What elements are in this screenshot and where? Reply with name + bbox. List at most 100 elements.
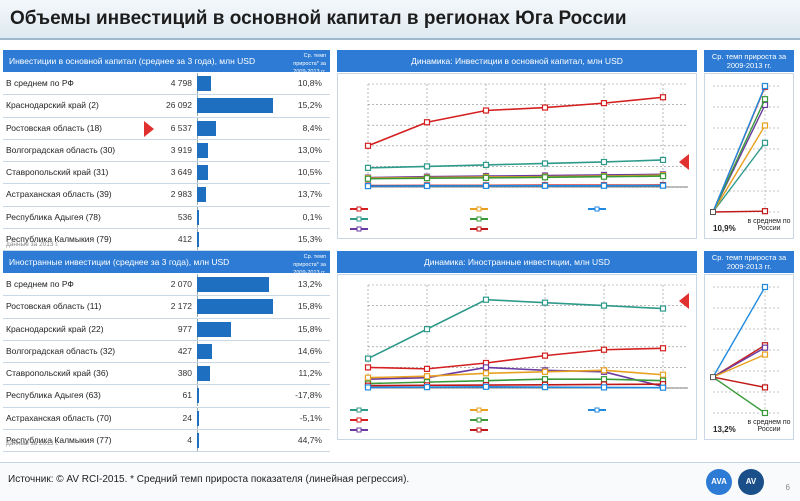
row-value: 427 bbox=[178, 346, 192, 356]
series-line bbox=[368, 384, 663, 385]
value-bar bbox=[197, 232, 199, 247]
legend-swatch-marker bbox=[357, 418, 361, 422]
top-growth-frame: 10,9% в среднем по России bbox=[704, 73, 794, 239]
value-bar bbox=[197, 165, 208, 180]
ava-logo: AVA bbox=[706, 469, 732, 495]
growth-line bbox=[713, 126, 765, 212]
page-title: Объемы инвестиций в основной капитал в р… bbox=[10, 8, 627, 30]
footer: Источник: © AV RCI-2015. * Средний темп … bbox=[0, 462, 800, 501]
legend-swatch-marker bbox=[595, 408, 599, 412]
av-logo: AV bbox=[738, 469, 764, 495]
value-bar bbox=[197, 433, 199, 448]
growth-line bbox=[713, 211, 765, 212]
value-bar bbox=[197, 388, 199, 403]
row-value: 2 172 bbox=[171, 301, 192, 311]
growth-point bbox=[763, 285, 768, 290]
data-point bbox=[366, 184, 371, 189]
row-label: Республика Адыгея (63) bbox=[6, 390, 101, 400]
data-point bbox=[543, 369, 548, 374]
row-growth: 15,8% bbox=[298, 301, 322, 311]
legend-swatch-marker bbox=[595, 207, 599, 211]
data-point bbox=[366, 176, 371, 181]
data-point bbox=[425, 176, 430, 181]
row-value: 2 983 bbox=[171, 189, 192, 199]
bottom-growth-chart bbox=[705, 275, 793, 439]
row-label: Республика Адыгея (78) bbox=[6, 212, 101, 222]
data-point bbox=[661, 95, 666, 100]
data-point bbox=[661, 306, 666, 311]
data-point bbox=[425, 327, 430, 332]
row-growth: -5,1% bbox=[300, 413, 322, 423]
legend-swatch-marker bbox=[477, 418, 481, 422]
title-bar: Объемы инвестиций в основной капитал в р… bbox=[0, 0, 800, 40]
row-value: 4 bbox=[187, 435, 192, 445]
legend-swatch-marker bbox=[477, 428, 481, 432]
bottom-dynamics-chart bbox=[338, 275, 696, 439]
table-row: Астраханская область (70)24-5,1% bbox=[3, 408, 330, 430]
bottom-growth-frame: 13,2% в среднем по России bbox=[704, 274, 794, 440]
data-point bbox=[543, 175, 548, 180]
legend-swatch-marker bbox=[477, 408, 481, 412]
growth-point bbox=[763, 345, 768, 350]
data-point bbox=[543, 183, 548, 188]
data-point bbox=[543, 161, 548, 166]
row-value: 536 bbox=[178, 212, 192, 222]
bottom-dynamics-header: Динамика: Иностранные инвестиции, млн US… bbox=[337, 251, 697, 273]
row-value: 6 537 bbox=[171, 123, 192, 133]
value-bar bbox=[197, 210, 199, 225]
value-bar bbox=[197, 187, 206, 202]
value-bar bbox=[197, 98, 273, 113]
top-growth-header: Ср. темп прироста за 2009-2013 гг. bbox=[704, 50, 794, 72]
page-number: 6 bbox=[786, 483, 790, 492]
row-growth: 44,7% bbox=[298, 435, 322, 445]
row-growth: 13,7% bbox=[298, 189, 322, 199]
bottom-dynamics-frame bbox=[337, 274, 697, 440]
table-row: Республика Адыгея (63) 61 -17,8% bbox=[3, 385, 330, 407]
value-bar bbox=[197, 299, 273, 314]
data-point bbox=[661, 372, 666, 377]
data-point bbox=[425, 183, 430, 188]
value-bar bbox=[197, 322, 231, 337]
bottom-table-header: Иностранные инвестиции (среднее за 3 год… bbox=[3, 251, 330, 273]
row-label: Ростовская область (11) bbox=[6, 301, 101, 311]
data-point bbox=[602, 303, 607, 308]
table-row: Ростовская область (11) 2 172 15,8% bbox=[3, 296, 330, 318]
data-point bbox=[425, 366, 430, 371]
data-point bbox=[602, 347, 607, 352]
row-growth: -17,8% bbox=[295, 390, 322, 400]
row-label: Астраханская область (70) bbox=[6, 413, 112, 423]
data-point bbox=[661, 157, 666, 162]
value-bar bbox=[197, 344, 212, 359]
series-line bbox=[368, 160, 663, 168]
data-point bbox=[366, 356, 371, 361]
data-point bbox=[543, 377, 548, 382]
row-value: 977 bbox=[178, 324, 192, 334]
data-point bbox=[484, 384, 489, 389]
bottom-table-header-label: Иностранные инвестиции (среднее за 3 год… bbox=[9, 257, 229, 267]
growth-point bbox=[763, 123, 768, 128]
row-value: 3 919 bbox=[171, 145, 192, 155]
data-point bbox=[484, 162, 489, 167]
row-growth: 8,4% bbox=[303, 123, 322, 133]
row-value: 4 798 bbox=[171, 78, 192, 88]
row-label: Ростовская область (18) bbox=[6, 123, 102, 133]
value-bar bbox=[197, 366, 210, 381]
row-value: 61 bbox=[183, 390, 192, 400]
data-point bbox=[602, 183, 607, 188]
legend-swatch-marker bbox=[357, 227, 361, 231]
growth-point bbox=[763, 411, 768, 416]
data-point bbox=[425, 374, 430, 379]
row-label: Волгоградская область (32) bbox=[6, 346, 115, 356]
data-point bbox=[484, 297, 489, 302]
row-growth: 15,8% bbox=[298, 324, 322, 334]
data-point bbox=[543, 300, 548, 305]
row-value: 2 070 bbox=[171, 279, 192, 289]
growth-point bbox=[763, 352, 768, 357]
